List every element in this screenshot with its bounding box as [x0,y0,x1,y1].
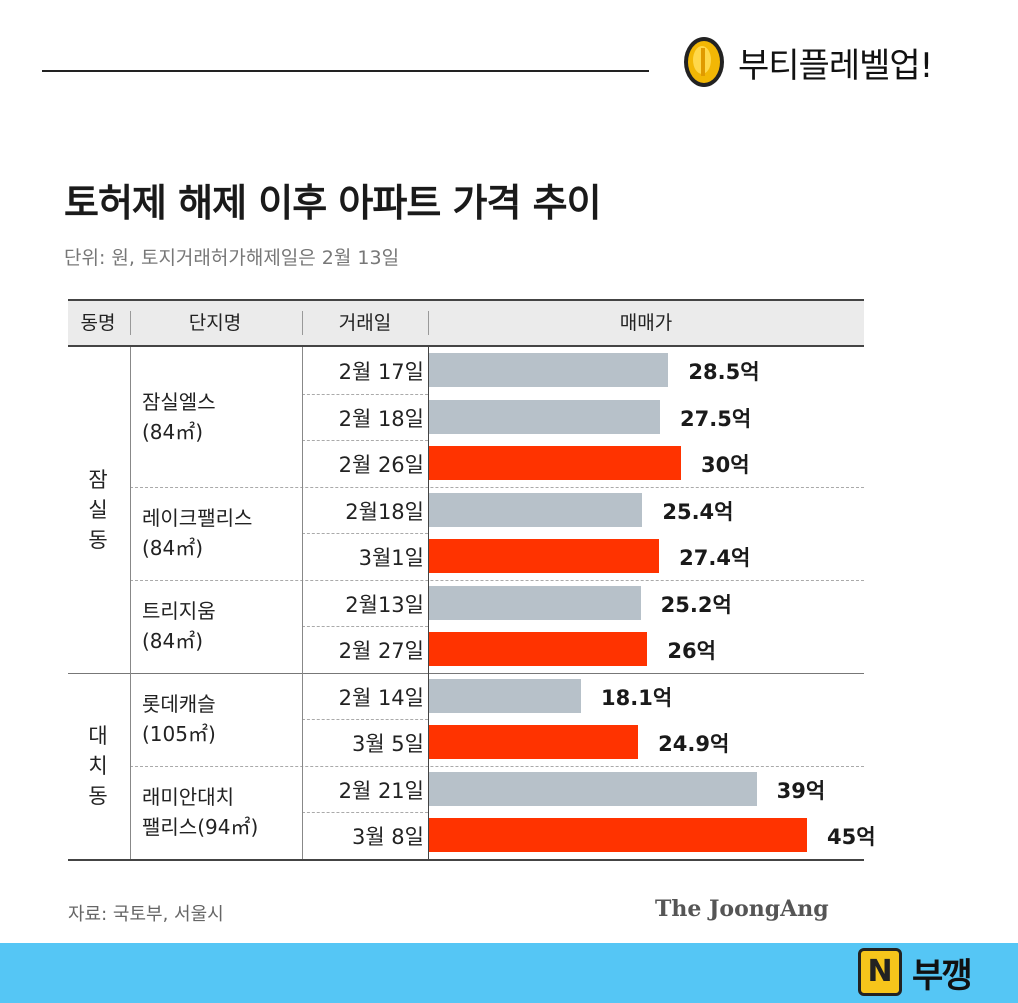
price-bar [429,399,660,434]
source-note: 자료: 국토부, 서울시 [68,904,224,925]
header-rule [42,70,649,72]
complex-name: 잠실엘스 (84㎡) [142,387,216,447]
row-divider [302,626,428,627]
price-bar [429,632,648,667]
footer-band [0,943,1018,1003]
column-divider [302,347,303,859]
price-label: 26억 [667,639,716,663]
price-label: 27.4억 [679,546,751,570]
chart-subtitle: 단위: 원, 토지거래허가해제일은 2월 13일 [64,247,400,269]
price-label: 45억 [827,825,876,849]
trade-date: 3월 5일 [351,732,424,756]
row-divider [302,393,428,395]
row-divider [302,719,428,720]
row-divider [302,812,428,813]
complex-divider [130,486,864,488]
chart-card [12,132,970,942]
trade-date: 2월 14일 [338,685,424,710]
price-bar [429,725,639,760]
gold-coin-icon [684,37,724,87]
trade-date: 2월13일 [345,592,424,617]
dong-name-char: 실 [88,497,108,522]
trade-date: 2월 18일 [338,406,424,431]
column-header-date: 거래일 [338,312,392,334]
price-label: 27.5억 [680,406,752,431]
dong-name-char: 치 [88,753,108,778]
row-divider [302,440,428,441]
publisher-logo: The JoongAng [655,896,829,922]
price-label: 25.2억 [660,592,732,617]
complex-name-line: 팰리스(94㎡) [142,815,259,839]
complex-name-line: (84㎡) [142,536,204,560]
brand-name: 부티플레벨업! [738,45,933,86]
complex-name-line: 트리지움 [142,599,216,623]
table-header: 동명 단지명 거래일 매매가 [68,299,864,347]
column-divider [130,347,131,859]
column-header-price: 매매가 [619,312,673,334]
column-divider [428,347,429,859]
table-bottom-rule [68,858,864,861]
column-header-complex: 단지명 [188,312,242,334]
complex-name: 롯데캐슬 (105㎡) [142,689,216,749]
price-bar [429,353,669,388]
trade-date: 3월 8일 [351,825,424,849]
complex-name-line: 롯데캐슬 [142,692,216,716]
complex-name: 트리지움 (84㎡) [142,596,216,656]
row-divider [302,533,428,534]
price-label: 25.4억 [662,499,734,524]
complex-divider [130,579,864,581]
complex-name-line: 레이크팰리스 [142,506,253,530]
dong-name-char: 잠 [88,467,108,492]
price-bar [429,818,807,853]
complex-name-line: (84㎡) [142,629,204,653]
n-logo-icon: N [858,948,902,996]
complex-name: 레이크팰리스 (84㎡) [142,503,252,563]
price-bar [429,585,641,620]
price-label: 28.5억 [688,360,760,384]
price-bar [429,539,660,574]
trade-date: 3월1일 [358,546,424,570]
trade-date: 2월 27일 [338,639,424,663]
footer-logo-text: 부깽 [912,956,973,996]
price-bar [429,771,757,806]
price-bar [429,678,582,713]
column-header-dong: 동명 [80,312,116,334]
trade-date: 2월 26일 [338,453,424,477]
price-bar [429,492,643,527]
price-table: 동명 단지명 거래일 매매가 2월 17일 28.5억 2월 18일 27.5억 2월 … [68,299,876,867]
trade-date: 2월18일 [345,499,424,524]
price-label: 30억 [701,453,750,477]
price-label: 39억 [776,778,826,803]
trade-date: 2월 17일 [338,360,424,384]
dong-divider [68,672,864,674]
dong-name-char: 동 [88,783,108,808]
complex-name-line: (84㎡) [142,419,204,444]
price-bar [429,446,681,481]
trade-date: 2월 21일 [338,778,424,803]
brand: 부티플레벨업! [680,34,933,90]
price-label: 18.1억 [601,685,673,710]
complex-name-line: 잠실엘스 [142,389,216,414]
chart-title: 토허제 해제 이후 아파트 가격 추이 [64,181,602,225]
complex-name-line: 래미안대치 [142,785,234,809]
dong-name-char: 대 [88,723,108,748]
price-label: 24.9억 [658,732,730,756]
dong-name-char: 동 [88,527,108,552]
complex-divider [130,765,864,767]
complex-name-line: (105㎡) [142,722,216,746]
